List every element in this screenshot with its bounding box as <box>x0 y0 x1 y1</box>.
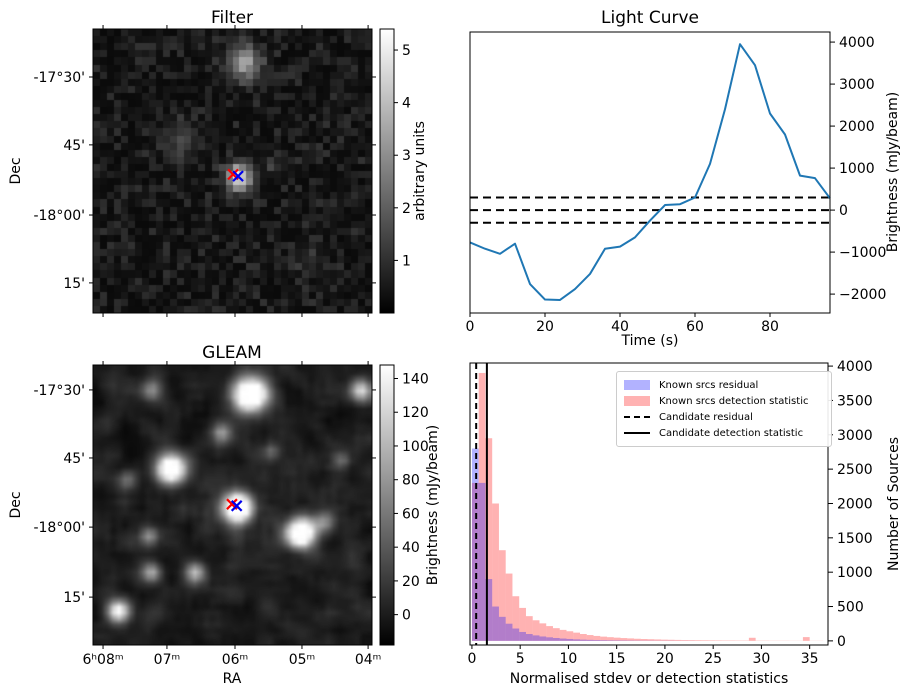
legend-label: Candidate detection statistic <box>659 427 804 439</box>
svg-text:120: 120 <box>402 405 429 421</box>
svg-text:4: 4 <box>402 96 411 112</box>
svg-text:35: 35 <box>801 651 819 667</box>
gleam-dec-label: Dec <box>8 491 24 519</box>
svg-text:140: 140 <box>402 371 429 387</box>
filter-dec-label: Dec <box>8 157 24 185</box>
svg-text:06ᵐ: 06ᵐ <box>222 652 249 668</box>
svg-text:2000: 2000 <box>837 496 873 512</box>
svg-text:15: 15 <box>608 651 626 667</box>
legend-item-known-srcs-residual: Known srcs residual <box>624 377 824 393</box>
gleam-colorbar-label: Brightness (mJy/beam) <box>425 424 441 586</box>
svg-text:5: 5 <box>402 43 411 59</box>
legend-item-candidate-detection-statistic: Candidate detection statistic <box>624 425 824 441</box>
known-srcs-residual-swatch-icon <box>624 380 650 390</box>
svg-text:20: 20 <box>656 651 674 667</box>
light-curve-xlabel: Time (s) <box>621 333 679 349</box>
legend-item-candidate-residual: Candidate residual <box>624 409 824 425</box>
svg-text:3000: 3000 <box>839 77 875 93</box>
svg-text:1000: 1000 <box>839 161 875 177</box>
svg-text:45': 45' <box>63 451 85 467</box>
candidate-detection-statistic-solid-line-icon <box>624 432 650 434</box>
filter-title: Filter <box>210 8 254 28</box>
svg-text:0: 0 <box>466 319 475 335</box>
svg-text:04ᵐ: 04ᵐ <box>355 652 382 668</box>
histogram-legend: Known srcs residual Known srcs detection… <box>616 371 832 447</box>
candidate-residual-dashed-line-icon <box>624 416 650 418</box>
svg-text:3: 3 <box>402 148 411 164</box>
svg-text:80: 80 <box>761 319 779 335</box>
svg-text:3500: 3500 <box>837 393 873 409</box>
svg-text:2: 2 <box>402 201 411 217</box>
svg-text:3000: 3000 <box>837 428 873 444</box>
svg-text:500: 500 <box>837 600 864 616</box>
svg-text:15': 15' <box>63 590 85 606</box>
svg-text:4000: 4000 <box>837 359 873 375</box>
gleam-ra-label: RA <box>222 671 242 687</box>
svg-text:4000: 4000 <box>839 35 875 51</box>
known-srcs-detection-statistic-swatch-icon <box>624 396 650 406</box>
svg-text:1: 1 <box>402 253 411 269</box>
svg-text:−1000: −1000 <box>839 245 886 261</box>
svg-text:6ʰ08ᵐ: 6ʰ08ᵐ <box>82 652 123 668</box>
svg-text:-18°00': -18°00' <box>33 520 85 536</box>
svg-text:40: 40 <box>611 319 629 335</box>
svg-text:60: 60 <box>402 506 420 522</box>
histogram-xlabel: Normalised stdev or detection statistics <box>509 671 789 687</box>
svg-text:0: 0 <box>837 634 846 650</box>
legend-label: Known srcs residual <box>659 379 759 391</box>
svg-text:0: 0 <box>402 608 411 624</box>
svg-text:-18°00': -18°00' <box>33 208 85 224</box>
svg-text:-17°30': -17°30' <box>33 383 85 399</box>
svg-text:45': 45' <box>63 138 85 154</box>
svg-text:0: 0 <box>839 203 848 219</box>
histogram-ylabel: Number of Sources <box>886 436 902 572</box>
filter-colorbar-label: arbitrary units <box>412 121 428 221</box>
svg-text:-17°30': -17°30' <box>33 70 85 86</box>
gleam-title: GLEAM <box>202 343 262 363</box>
svg-text:2000: 2000 <box>839 119 875 135</box>
legend-label: Known srcs detection statistic <box>659 395 809 407</box>
svg-text:20: 20 <box>402 574 420 590</box>
light-curve-ylabel: Brightness (mJy/beam) <box>885 91 901 253</box>
svg-text:80: 80 <box>402 473 420 489</box>
svg-text:5: 5 <box>516 651 525 667</box>
svg-text:40: 40 <box>402 540 420 556</box>
svg-text:1000: 1000 <box>837 565 873 581</box>
svg-text:05ᵐ: 05ᵐ <box>289 652 316 668</box>
svg-text:30: 30 <box>753 651 771 667</box>
svg-text:25: 25 <box>704 651 722 667</box>
svg-text:15': 15' <box>63 276 85 292</box>
svg-text:60: 60 <box>686 319 704 335</box>
filter-image <box>93 29 372 313</box>
svg-text:0: 0 <box>467 651 476 667</box>
svg-text:20: 20 <box>536 319 554 335</box>
svg-text:10: 10 <box>560 651 578 667</box>
svg-text:100: 100 <box>402 439 429 455</box>
svg-text:−2000: −2000 <box>839 287 886 303</box>
svg-text:2500: 2500 <box>837 462 873 478</box>
legend-label: Candidate residual <box>659 411 753 423</box>
svg-text:1500: 1500 <box>837 531 873 547</box>
legend-item-known-srcs-detection-statistic: Known srcs detection statistic <box>624 393 824 409</box>
svg-text:07ᵐ: 07ᵐ <box>154 652 181 668</box>
light-curve-title: Light Curve <box>601 8 699 28</box>
